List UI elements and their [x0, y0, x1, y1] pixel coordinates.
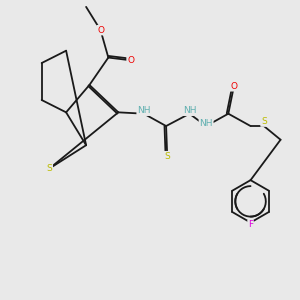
Text: S: S — [261, 117, 267, 126]
Text: NH: NH — [183, 106, 196, 115]
Text: S: S — [46, 164, 52, 173]
Text: O: O — [97, 26, 104, 35]
Text: O: O — [230, 82, 237, 91]
Text: O: O — [127, 56, 134, 65]
Text: F: F — [248, 220, 253, 230]
Text: NH: NH — [200, 118, 213, 127]
Text: S: S — [164, 152, 170, 161]
Text: NH: NH — [137, 106, 151, 115]
